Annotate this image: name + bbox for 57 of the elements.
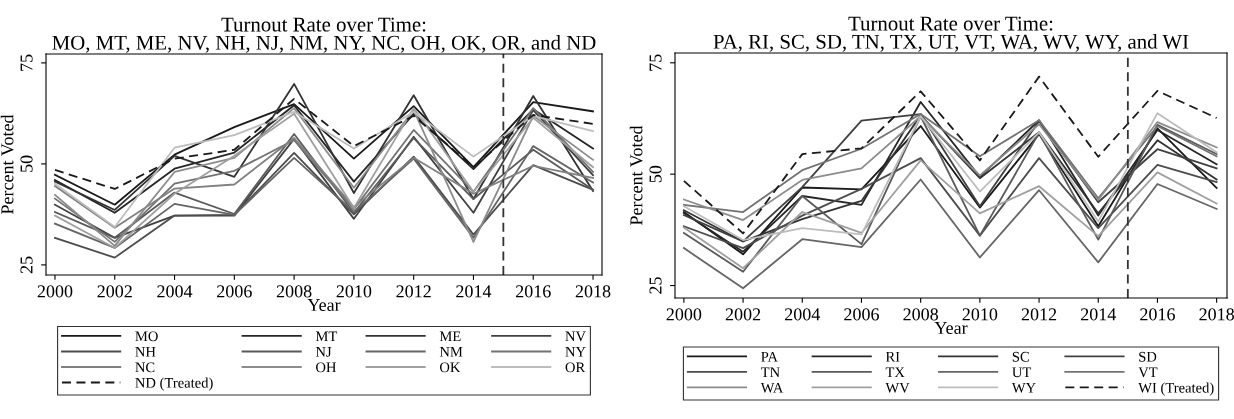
legend-label: UT [1012, 367, 1032, 378]
chart-title: Turnout Rate over Time: MO, MT, ME, NV, NH, NJ, NM, NY, NC, OH, OK, OR, and ND [52, 17, 596, 53]
legend-label: MO [135, 331, 158, 342]
x-tick-label: 2006 [217, 285, 252, 298]
legend-label: WA [760, 382, 784, 393]
x-tick-label: 2002 [725, 308, 761, 321]
legend-label: VT [1138, 367, 1158, 378]
legend-label: ME [439, 331, 461, 342]
x-tick-label: 2002 [97, 285, 132, 298]
legend-label: MT [315, 331, 338, 342]
y-axis-title: Percent Voted [629, 125, 643, 226]
legend-label: SC [1012, 351, 1029, 362]
x-tick-label: 2004 [157, 285, 193, 298]
y-tick-label: 25 [649, 277, 662, 294]
legend-label: NY [565, 347, 586, 357]
legend-label: WV [885, 382, 910, 393]
x-tick-label: 2000 [37, 285, 73, 298]
legend-label: WI (Treated) [1138, 382, 1214, 396]
y-tick-label: 75 [20, 54, 33, 71]
legend-label: SD [1139, 351, 1157, 362]
chart-title: Turnout Rate over Time: PA, RI, SC, SD, TN, TX, UT, VT, WA, WV, WY, and WI [713, 16, 1189, 52]
legend-label: TN [760, 367, 780, 378]
x-tick-label: 2008 [903, 308, 939, 321]
x-tick-label: 2012 [1021, 308, 1057, 321]
y-tick-label: 50 [649, 165, 662, 183]
x-tick-label: 2016 [515, 285, 551, 298]
x-tick-label: 2006 [844, 308, 879, 321]
x-axis-title: Year [934, 322, 968, 335]
x-tick-label: 2018 [575, 285, 611, 298]
x-tick-label: 2008 [276, 285, 312, 298]
legend-label: PA [761, 351, 778, 362]
legend-label: ND (Treated) [135, 377, 213, 391]
x-tick-label: 2018 [1199, 308, 1234, 321]
x-tick-label: 2014 [456, 285, 492, 298]
legend-label: NH [135, 347, 156, 357]
y-tick-label: 75 [649, 54, 662, 71]
x-tick-label: 2012 [396, 285, 431, 298]
y-axis-title: Percent Voted [0, 114, 14, 215]
y-tick-label: 25 [20, 256, 33, 274]
x-tick-label: 2000 [666, 308, 702, 321]
legend-label: OH [316, 362, 337, 373]
legend-label: NC [135, 362, 155, 373]
legend-label: NV [565, 331, 586, 342]
x-tick-label: 2014 [1080, 308, 1117, 321]
legend-label: WY [1011, 382, 1036, 393]
legend-label: RI [885, 351, 900, 362]
x-tick-label: 2004 [785, 308, 821, 321]
x-tick-label: 2016 [1140, 308, 1175, 321]
x-tick-label: 2010 [336, 285, 372, 298]
legend-label: OK [439, 362, 461, 373]
legend-label: OR [565, 362, 586, 373]
x-axis-title: Year [307, 299, 341, 312]
legend-label: NM [439, 347, 463, 357]
legend-label: TX [885, 367, 905, 378]
x-tick-label: 2010 [962, 308, 998, 321]
legend-label: NJ [315, 347, 332, 357]
y-tick-label: 50 [20, 155, 33, 172]
